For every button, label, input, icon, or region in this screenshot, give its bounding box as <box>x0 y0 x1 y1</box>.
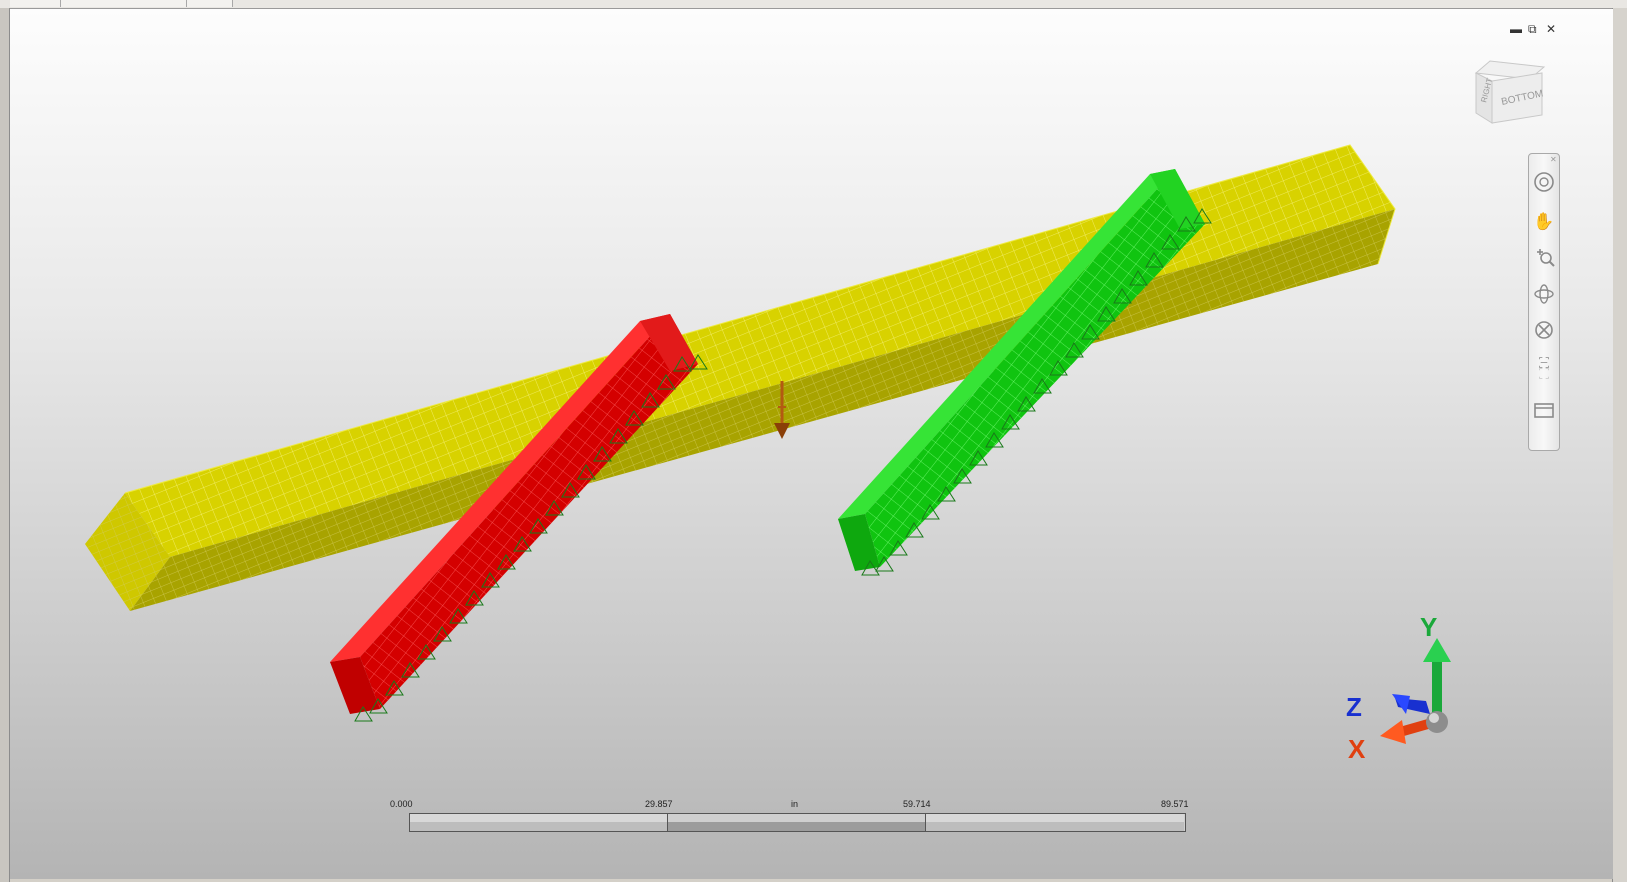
scale-label-0: 0.000 <box>390 799 413 809</box>
full-navigation-wheel-icon[interactable] <box>1532 170 1556 194</box>
scale-unit-label: in <box>791 799 799 809</box>
tab[interactable] <box>187 0 233 7</box>
navbar-close-icon[interactable]: ✕ <box>1550 155 1557 164</box>
red-beam-constraints <box>354 354 708 722</box>
load-arrow-icon[interactable] <box>774 381 790 439</box>
tab[interactable] <box>61 0 187 7</box>
z-axis-label: Z <box>1346 692 1362 722</box>
scale-bar: 0.000 29.857 in 59.714 89.571 <box>390 799 1190 839</box>
left-panel-edge <box>0 8 10 882</box>
view-mode-icon[interactable] <box>1532 398 1556 422</box>
green-beam-constraints <box>861 208 1212 576</box>
minimize-icon[interactable]: ▬ <box>1510 22 1522 36</box>
scale-track <box>409 813 1186 832</box>
zoom-extents-icon[interactable] <box>1532 348 1556 388</box>
scale-label-2: 59.714 <box>903 799 931 809</box>
right-panel-edge <box>1612 8 1627 882</box>
3d-viewport[interactable]: ▬ ⧉ ✕ <box>10 9 1613 879</box>
top-tab-strip <box>0 0 1627 9</box>
viewcube[interactable]: RIGHT BOTTOM <box>1472 59 1546 129</box>
close-icon[interactable]: ✕ <box>1546 22 1557 36</box>
scale-label-1: 29.857 <box>645 799 673 809</box>
y-axis-label: Y <box>1420 612 1437 642</box>
orbit-icon[interactable] <box>1532 282 1556 306</box>
axis-triad: Y Z X <box>1346 612 1451 764</box>
scale-label-3: 89.571 <box>1161 799 1189 809</box>
zoom-icon[interactable] <box>1532 244 1556 268</box>
red-beam[interactable] <box>330 314 698 714</box>
restore-icon[interactable]: ⧉ <box>1528 22 1537 36</box>
navigation-bar: ✕ ✋ <box>1528 153 1560 451</box>
green-beam[interactable] <box>838 169 1205 571</box>
pan-icon[interactable]: ✋ <box>1533 212 1555 231</box>
model-scene[interactable] <box>10 9 1613 879</box>
x-axis-label: X <box>1348 734 1366 764</box>
tab[interactable] <box>10 0 61 7</box>
center-icon[interactable] <box>1532 318 1556 342</box>
